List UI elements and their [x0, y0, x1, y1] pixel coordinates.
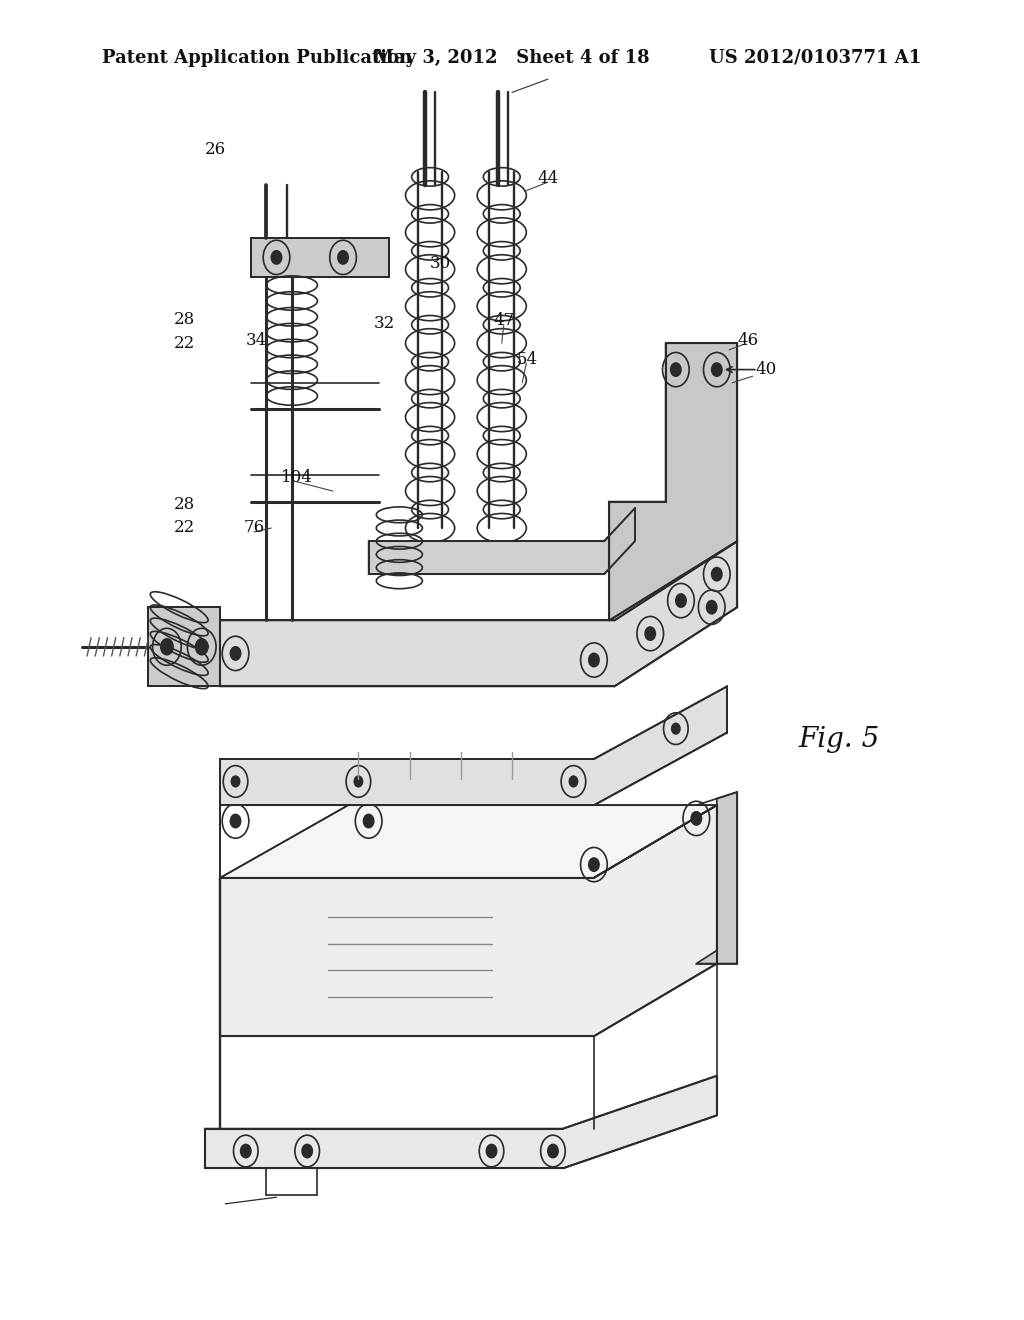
Circle shape	[672, 723, 680, 734]
Circle shape	[548, 1144, 558, 1158]
Circle shape	[671, 363, 681, 376]
Circle shape	[196, 639, 208, 655]
Text: 28: 28	[174, 312, 195, 327]
Text: Patent Application Publication: Patent Application Publication	[102, 49, 413, 67]
Text: 40: 40	[756, 362, 776, 378]
Text: US 2012/0103771 A1: US 2012/0103771 A1	[710, 49, 922, 67]
Text: May 3, 2012   Sheet 4 of 18: May 3, 2012 Sheet 4 of 18	[374, 49, 650, 67]
Polygon shape	[369, 508, 635, 574]
Text: 26: 26	[205, 141, 225, 157]
Circle shape	[486, 1144, 497, 1158]
Text: 47: 47	[494, 313, 514, 329]
Text: 104: 104	[281, 470, 313, 486]
Circle shape	[589, 858, 599, 871]
Polygon shape	[148, 607, 220, 686]
Circle shape	[302, 1144, 312, 1158]
Polygon shape	[696, 792, 737, 964]
Text: 46: 46	[737, 333, 758, 348]
Circle shape	[707, 601, 717, 614]
Text: 32: 32	[374, 315, 394, 331]
Circle shape	[231, 776, 240, 787]
Circle shape	[271, 251, 282, 264]
Circle shape	[712, 363, 722, 376]
Bar	[251, 238, 389, 277]
Text: 22: 22	[174, 520, 195, 536]
Circle shape	[691, 812, 701, 825]
Text: 30: 30	[430, 256, 451, 272]
Bar	[148, 607, 220, 686]
Circle shape	[676, 594, 686, 607]
Polygon shape	[251, 238, 389, 277]
Circle shape	[230, 814, 241, 828]
Circle shape	[589, 653, 599, 667]
Polygon shape	[609, 343, 737, 620]
Polygon shape	[220, 686, 727, 805]
Text: 34: 34	[246, 333, 266, 348]
Text: 76: 76	[244, 520, 264, 536]
Circle shape	[712, 568, 722, 581]
Circle shape	[161, 639, 173, 655]
Circle shape	[354, 776, 362, 787]
Circle shape	[645, 627, 655, 640]
Text: 44: 44	[538, 170, 558, 186]
Polygon shape	[205, 1076, 717, 1168]
Circle shape	[230, 647, 241, 660]
Circle shape	[569, 776, 578, 787]
Polygon shape	[220, 805, 717, 1036]
Text: 54: 54	[517, 351, 538, 367]
Circle shape	[364, 814, 374, 828]
Polygon shape	[220, 541, 737, 686]
Polygon shape	[220, 805, 717, 878]
Text: Fig. 5: Fig. 5	[799, 726, 880, 752]
Circle shape	[241, 1144, 251, 1158]
Circle shape	[338, 251, 348, 264]
Text: 28: 28	[174, 496, 195, 512]
Text: 22: 22	[174, 335, 195, 351]
